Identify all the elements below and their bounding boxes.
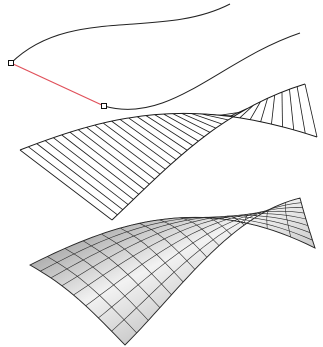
ruling-line bbox=[28, 146, 118, 216]
ruling-line bbox=[154, 114, 199, 142]
ruling-line bbox=[296, 86, 306, 134]
ruling-line bbox=[190, 113, 223, 125]
ruling-line bbox=[163, 113, 205, 138]
ruling-line bbox=[77, 129, 150, 185]
ruling-line bbox=[44, 140, 129, 205]
ruling-line bbox=[53, 137, 134, 200]
ruling-line bbox=[289, 89, 295, 130]
ruling-line bbox=[111, 120, 171, 165]
ruling-line bbox=[181, 112, 217, 129]
ruling-line bbox=[304, 83, 318, 138]
ruling-line bbox=[172, 113, 211, 133]
ruling-line bbox=[136, 116, 188, 151]
ruling-line bbox=[200, 113, 229, 121]
end-handle[interactable] bbox=[101, 103, 107, 109]
ruling-line bbox=[102, 122, 166, 170]
ruled-surface[interactable] bbox=[19, 83, 318, 221]
mesh-isoline-v bbox=[29, 216, 316, 266]
start-handle[interactable] bbox=[8, 60, 14, 66]
ruling-line bbox=[271, 95, 276, 125]
ruling-line bbox=[249, 101, 261, 120]
ruling-line bbox=[94, 124, 161, 175]
rail-curve-2[interactable] bbox=[103, 32, 301, 110]
ruled-surface-lines bbox=[19, 83, 318, 221]
mesh-isoline-v bbox=[50, 216, 311, 279]
ruling-line bbox=[61, 134, 140, 195]
rail-curve-1[interactable] bbox=[10, 3, 231, 64]
mesh-isoline-v bbox=[124, 197, 301, 346]
ruling-line bbox=[145, 115, 193, 146]
connector-segment[interactable] bbox=[10, 62, 105, 107]
ruling-line bbox=[86, 126, 155, 180]
ruling-line bbox=[119, 119, 177, 160]
ruling-line bbox=[128, 117, 182, 156]
shaded-surface[interactable] bbox=[29, 197, 316, 346]
shaded-surface-wireframe bbox=[29, 197, 316, 346]
ruling-line bbox=[19, 149, 113, 221]
mesh-isoline-v bbox=[61, 214, 308, 287]
mesh-isoline-v bbox=[40, 216, 313, 272]
ruling-line bbox=[239, 104, 255, 119]
ruled-surface-outline bbox=[19, 83, 318, 221]
ruling-line bbox=[260, 98, 268, 122]
ruling-line bbox=[36, 143, 124, 211]
mesh-isoline-v bbox=[111, 202, 302, 332]
ruling-line bbox=[69, 131, 145, 190]
